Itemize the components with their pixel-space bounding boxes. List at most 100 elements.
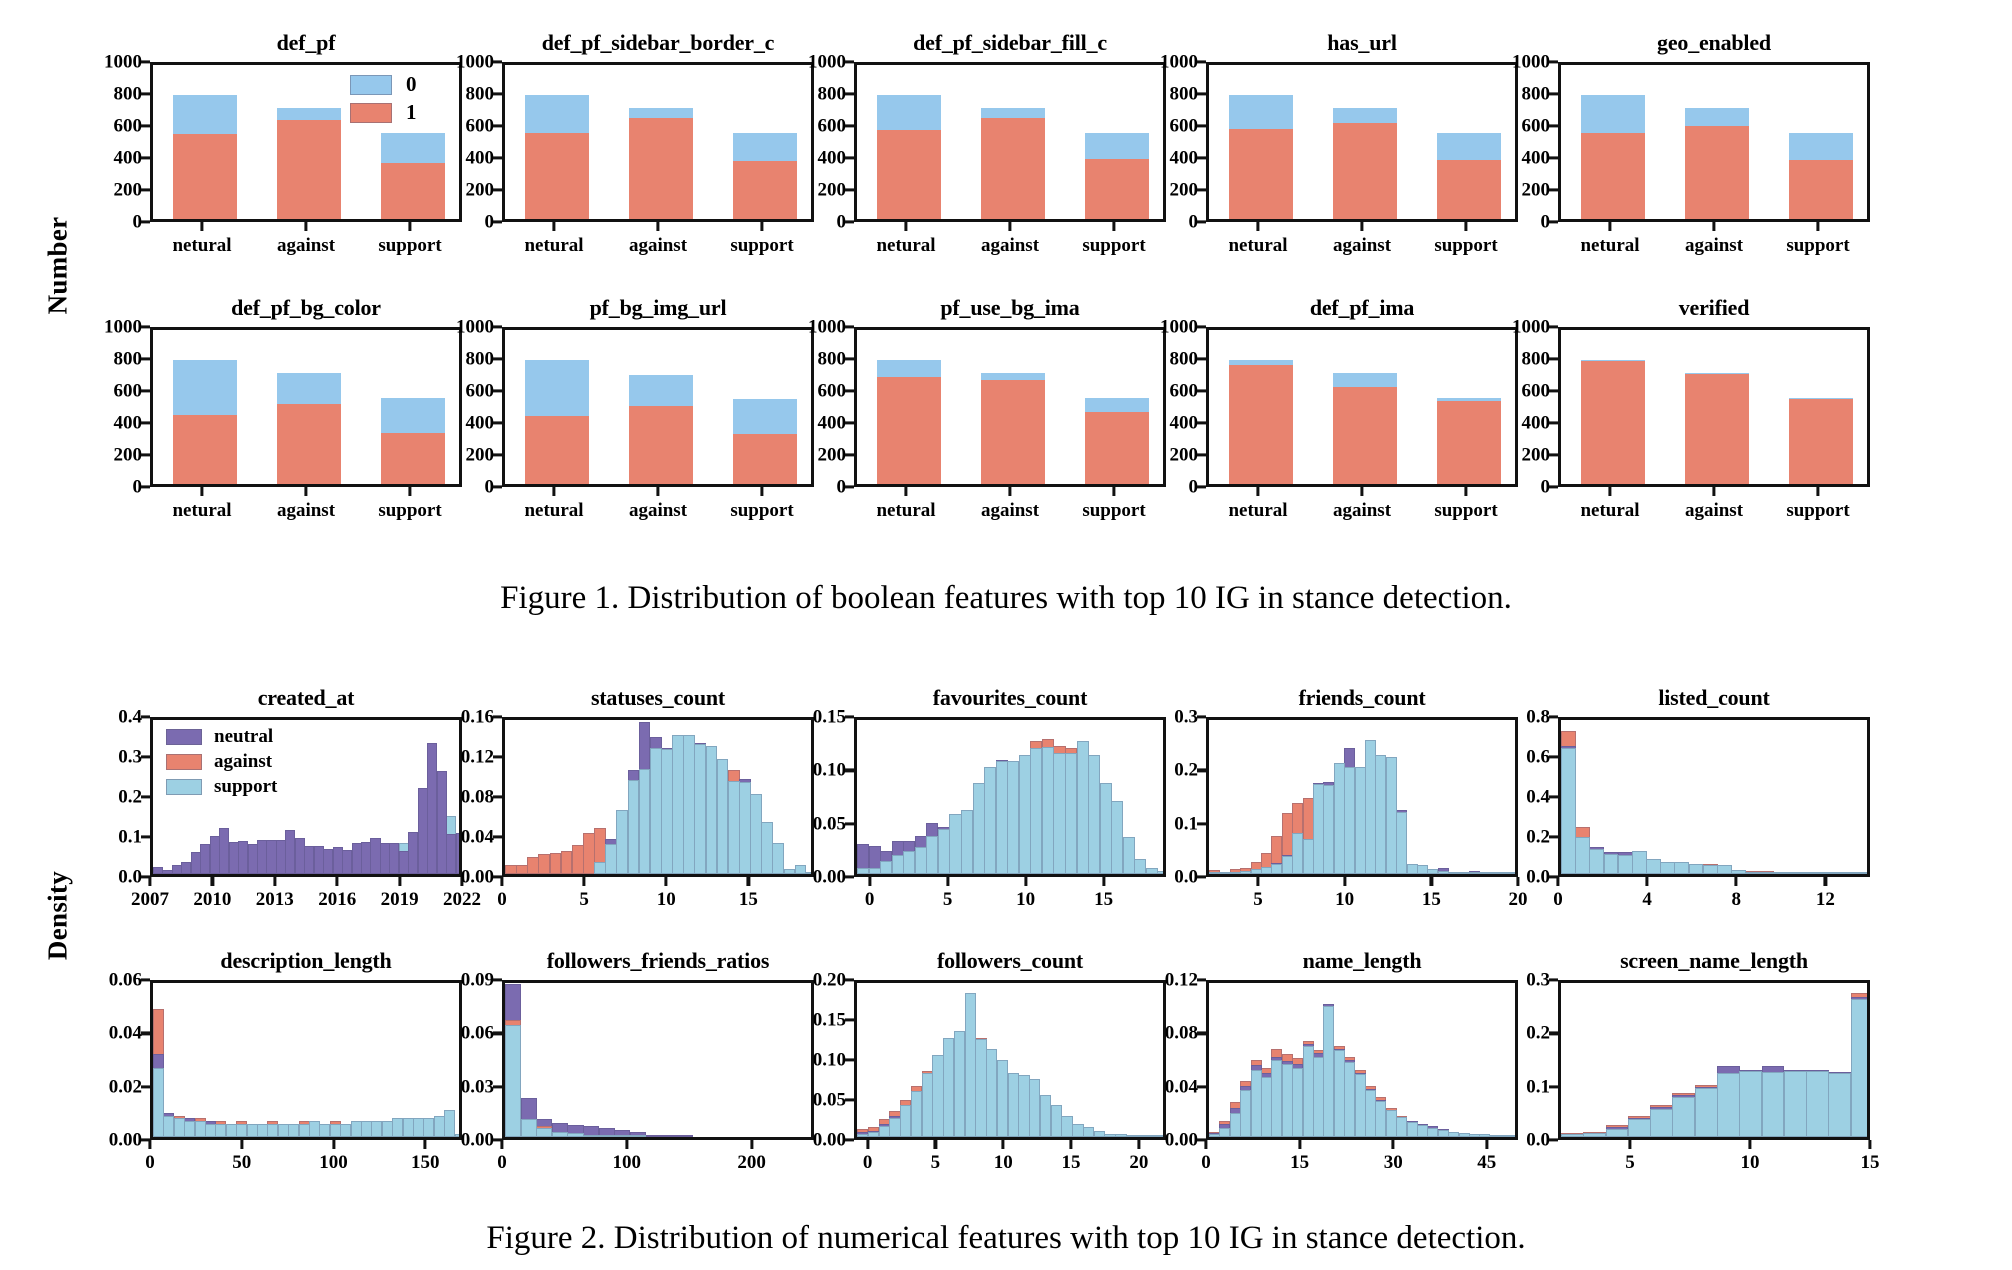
y-tick-label: 0.0 [1174, 866, 1198, 888]
x-tick-label: 0 [145, 1152, 155, 1173]
x-tick-mark [656, 487, 660, 496]
histogram-bar [1806, 1070, 1830, 1137]
x-tick-mark [1204, 1140, 1208, 1149]
histogram-bar [1050, 1105, 1062, 1137]
y-tick-label: 0.08 [1164, 1022, 1198, 1044]
x-tick-label: netural [876, 235, 936, 256]
histogram-bar [1650, 1108, 1674, 1137]
y-tick-mark [845, 92, 854, 96]
y-tick-mark [493, 389, 502, 393]
y-tick-label: 0.8 [1526, 706, 1550, 728]
x-tick-mark [200, 487, 204, 496]
histogram-bar [1061, 1116, 1073, 1137]
y-tick-mark [1549, 875, 1558, 879]
histogram-bar [1292, 833, 1304, 874]
legend-label: 1 [406, 100, 417, 124]
plot-area-created_at [150, 717, 462, 877]
x-tick-label: 2007 [131, 889, 169, 910]
x-tick-label: netural [524, 500, 584, 521]
bar-segment-zero [276, 373, 342, 405]
panel-title-created_at: created_at [257, 685, 355, 710]
x-tick-label: against [1684, 500, 1744, 521]
legend-label: neutral [214, 726, 274, 747]
plot-area-def_pf [150, 62, 462, 222]
histogram-bar [805, 872, 811, 874]
y-tick-mark [493, 1085, 502, 1089]
y-tick-label: 600 [817, 115, 847, 137]
y-tick-label: 400 [1521, 412, 1551, 434]
y-tick-label: 1000 [104, 51, 142, 73]
x-tick-mark [1360, 487, 1364, 496]
bar-segment-one [276, 120, 342, 219]
y-tick-mark [1549, 1138, 1558, 1142]
histogram-bar [1333, 1050, 1345, 1137]
histogram-bar [329, 1123, 341, 1137]
y-tick-mark [1197, 325, 1206, 329]
histogram-bar [1115, 1133, 1127, 1137]
bar-segment-one [732, 160, 798, 219]
histogram-bar [627, 780, 640, 874]
histogram-bar [1354, 767, 1366, 874]
y-tick-mark [845, 325, 854, 329]
y-tick-mark [1197, 485, 1206, 489]
histogram-bar [536, 1128, 553, 1137]
y-tick-label: 200 [113, 179, 143, 201]
histogram-bar [716, 759, 729, 874]
x-tick-label: support [730, 500, 794, 521]
y-tick-mark [845, 60, 854, 64]
x-tick-label: support [1082, 500, 1146, 521]
y-tick-label: 0.06 [460, 1022, 494, 1044]
x-tick-label: 2010 [193, 889, 232, 910]
y-tick-label: 0.10 [812, 1049, 846, 1071]
histogram-bar [413, 1118, 424, 1137]
y-tick-mark [1197, 357, 1206, 361]
y-tick-label: 0 [836, 476, 847, 498]
histogram-bar [1510, 872, 1515, 874]
histogram-bar [1469, 1134, 1480, 1137]
legend-swatch-icon [350, 102, 392, 123]
x-tick-mark [210, 877, 214, 886]
y-tick-mark [845, 1098, 854, 1102]
x-tick-label: 2013 [255, 889, 294, 910]
y-tick-mark [845, 188, 854, 192]
histogram-bar [903, 850, 916, 874]
y-tick-label: 0.04 [108, 1022, 142, 1044]
y-tick-label: 1000 [1512, 316, 1550, 338]
y-tick-mark [141, 92, 150, 96]
x-tick-label: support [378, 235, 442, 256]
bar-segment-one [1684, 126, 1750, 219]
histogram-bar [1323, 785, 1335, 874]
figure-2-panel-grid: created_at 0.0 0.1 0.2 0.3 0.4 2007 2010 2013 201… [0, 645, 2012, 1270]
x-tick-mark [273, 877, 277, 886]
x-tick-mark [1429, 877, 1433, 886]
x-tick-label: 0 [497, 1152, 507, 1173]
histogram-bar [1605, 1129, 1629, 1137]
histogram-bar [1844, 872, 1860, 874]
x-tick-label: 2016 [318, 889, 357, 910]
x-tick-label: support [1434, 500, 1498, 521]
histogram-bar [1469, 872, 1480, 874]
x-tick-mark [760, 487, 764, 496]
histogram-bar [423, 1118, 435, 1137]
histogram-bar [1672, 1097, 1696, 1137]
bar-segment-one [628, 405, 694, 484]
histogram-bar [1448, 871, 1460, 874]
panel-title-def_pf_ima: def_pf_ima [1309, 295, 1415, 320]
x-tick-label: against [276, 235, 336, 256]
histogram-bar [1122, 836, 1135, 874]
histogram-bar [194, 1121, 206, 1137]
y-tick-mark [1549, 835, 1558, 839]
histogram-bar [1302, 838, 1314, 874]
x-tick-label: 200 [737, 1152, 766, 1173]
plot-area-def_pf_sidebar_border_c [502, 62, 814, 222]
y-tick-label: 400 [817, 147, 847, 169]
y-tick-mark [845, 124, 854, 128]
bar-segment-one [172, 415, 238, 484]
bar-segment-zero [172, 360, 238, 416]
panel-title-description_length: description_length [220, 948, 392, 973]
histogram-bar [1627, 1119, 1651, 1137]
y-tick-label: 600 [1521, 115, 1551, 137]
x-tick-mark [1298, 1140, 1302, 1149]
x-tick-mark [148, 877, 152, 886]
y-tick-mark [141, 978, 150, 982]
